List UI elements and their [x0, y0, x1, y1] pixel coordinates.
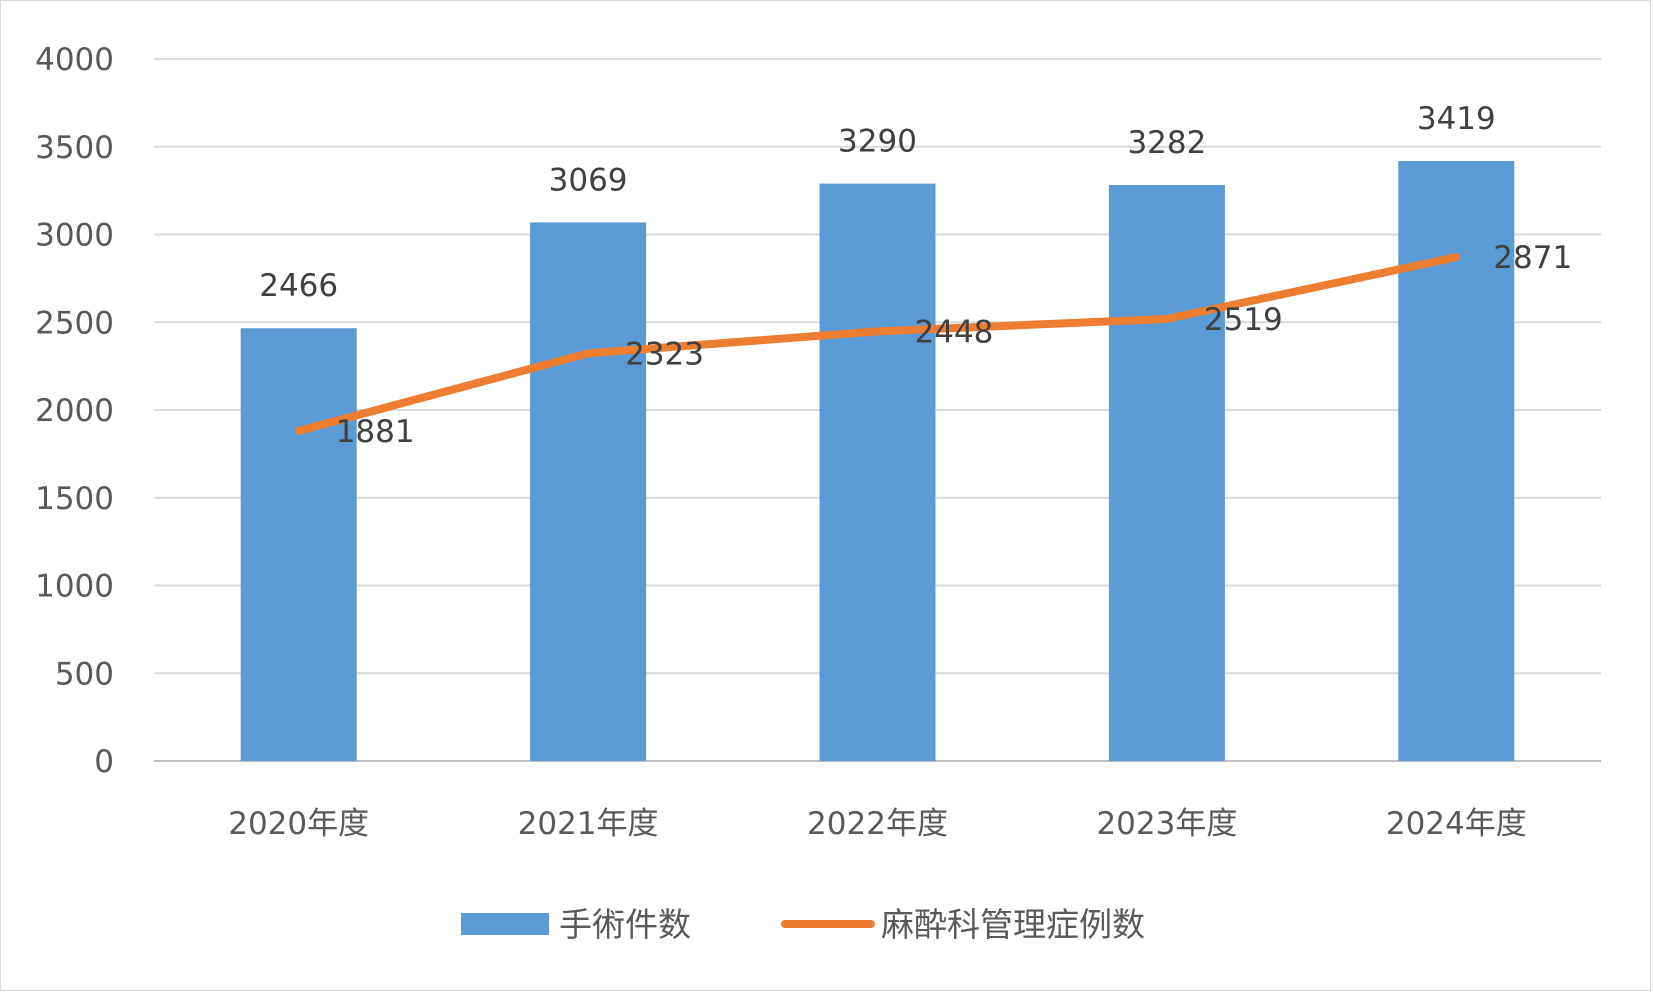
x-tick-label: 2022年度: [807, 806, 948, 842]
y-axis-ticks: 0 500 1000 1500 2000 2500 3000 3500 4000: [35, 42, 114, 780]
line-point: [1455, 256, 1458, 259]
line-data-label: 2323: [625, 336, 704, 372]
bar-data-label: 2466: [259, 268, 338, 304]
legend-swatch-bar: [461, 913, 549, 935]
bar: [240, 328, 357, 761]
y-tick-label: 4000: [35, 42, 114, 78]
y-tick-label: 2500: [35, 305, 114, 341]
bar-data-label: 3282: [1127, 125, 1206, 161]
x-tick-label: 2024年度: [1386, 806, 1527, 842]
line-point: [297, 429, 300, 432]
y-tick-label: 3000: [35, 218, 114, 254]
y-tick-label: 0: [94, 744, 114, 780]
line-series: [294, 253, 1461, 435]
bar: [530, 222, 647, 761]
line-point: [876, 330, 879, 333]
x-tick-label: 2021年度: [518, 806, 659, 842]
data-labels: 2466 3069 3290 3282 3419 1881 2323 2448 2519 2871: [259, 101, 1572, 450]
bar-data-label: 3069: [549, 162, 628, 198]
y-tick-label: 1000: [35, 569, 114, 605]
legend-label: 手術件数: [559, 905, 691, 944]
x-axis-ticks: 2020年度 2021年度 2022年度 2023年度 2024年度: [228, 806, 1527, 842]
line-point: [587, 352, 590, 355]
bar-data-label: 3290: [838, 124, 917, 160]
y-tick-label: 3500: [35, 130, 114, 166]
line-data-label: 2519: [1204, 302, 1283, 338]
x-tick-label: 2020年度: [228, 806, 369, 842]
bar: [819, 183, 936, 762]
line-point: [1165, 317, 1168, 320]
line-data-label: 1881: [336, 414, 415, 450]
y-tick-label: 2000: [35, 393, 114, 429]
y-tick-label: 1500: [35, 481, 114, 517]
line-data-label: 2871: [1493, 240, 1572, 276]
legend: 手術件数 麻酔科管理症例数: [461, 905, 1145, 944]
y-tick-label: 500: [55, 656, 114, 692]
line-data-label: 2448: [915, 314, 994, 350]
x-tick-label: 2023年度: [1096, 806, 1237, 842]
bar-series: [240, 160, 1515, 762]
bar-data-label: 3419: [1417, 101, 1496, 137]
bar: [1108, 185, 1225, 761]
legend-label: 麻酔科管理症例数: [881, 905, 1145, 944]
